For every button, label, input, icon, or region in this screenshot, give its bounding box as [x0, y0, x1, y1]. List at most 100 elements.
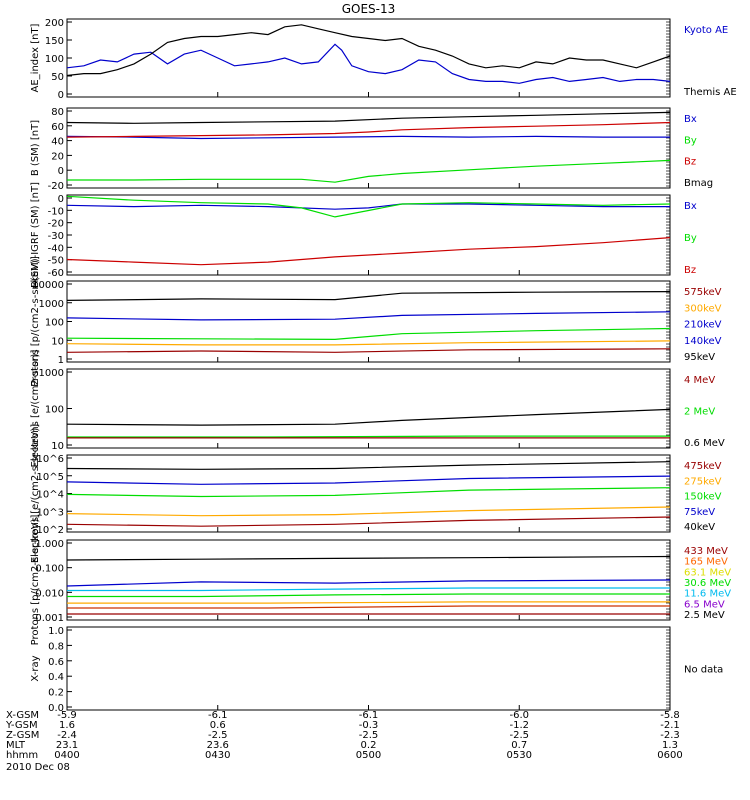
chart-title: GOES-13: [342, 2, 396, 16]
coord-value: -2.4: [57, 730, 77, 741]
legend-entry: 30.6 MeV: [684, 578, 731, 589]
panel-5: 1000 100 10 Electrons [e/(cm2-s-sr)] 4 MeV 2 …: [30, 349, 725, 467]
y-tick-label: -20: [48, 181, 64, 192]
coord-value: -2.1: [660, 720, 680, 731]
y-tick-label: -50: [48, 256, 64, 267]
series-line-475keV: [66, 516, 671, 527]
legend-entry: 11.6 MeV: [684, 589, 731, 600]
legend-entry: 300keV: [684, 303, 722, 314]
coord-value: 0500: [356, 750, 381, 761]
y-tick-label: -10: [48, 206, 64, 217]
legend-entry: By: [684, 135, 697, 146]
panel-4: 10000 1000 100 10 1 Protons [p/(cm2-s-sr-keV)…: [30, 256, 722, 387]
legend-entry: 2.5 MeV: [684, 610, 725, 621]
y-tick-label: 0: [58, 166, 64, 177]
y-axis-label: Protons [p/(cm2-s-sr-keV)]: [30, 256, 41, 387]
y-tick-label: 20: [51, 151, 64, 162]
legend-entry: 210keV: [684, 320, 722, 331]
y-tick-label: -60: [48, 268, 64, 279]
y-tick-label: 10^4: [37, 490, 64, 501]
series-line-210keV: [66, 311, 671, 321]
legend-entry: 75keV: [684, 507, 715, 518]
y-tick-label: 10^5: [37, 472, 64, 483]
coord-value: 23.1: [56, 740, 78, 751]
legend-entry: 40keV: [684, 522, 715, 533]
y-tick-label: 10^3: [37, 507, 64, 518]
legend-entry: Themis AE: [683, 87, 737, 98]
legend-entry: Bz: [684, 265, 696, 276]
series-line-Bmag: [66, 111, 671, 124]
series-line-75keV: [66, 475, 671, 485]
y-tick-label: 0: [58, 90, 64, 101]
y-tick-label: 100: [45, 54, 64, 65]
coord-row-name: Y-GSM: [5, 720, 38, 731]
series-line-Bx: [66, 135, 670, 140]
y-axis-label: Protons [p/(cm2-s-sr-keV)]: [30, 515, 41, 646]
legend-entry: Bz: [684, 157, 696, 168]
legend-entry: 2 MeV: [684, 407, 715, 418]
y-tick-label: 100: [45, 405, 64, 416]
y-tick-label: 10^2: [37, 525, 64, 536]
y-tick-label: 1: [58, 355, 64, 366]
series-line-40keV: [66, 461, 671, 470]
legend-entry: 95keV: [684, 352, 715, 363]
y-tick-label: 10: [51, 336, 64, 347]
panel-8: 1.0 0.8 0.6 0.4 0.2 0.0 X-ray No data: [30, 626, 723, 714]
y-axis-label: AE_index [nT]: [30, 23, 41, 92]
panel-frame: [66, 280, 671, 363]
legend-entry: Kyoto AE: [684, 25, 728, 36]
legend-entry: 6.5 MeV: [684, 599, 725, 610]
legend-entry: 165 MeV: [684, 557, 728, 568]
legend-entry: 575keV: [684, 287, 722, 298]
y-tick-label: 50: [51, 72, 64, 83]
series-line-150keV: [66, 487, 671, 498]
series-line-By: [67, 159, 671, 183]
y-tick-label: 1.0: [48, 626, 64, 637]
y-tick-label: 0.2: [48, 688, 64, 699]
coord-value: -2.5: [509, 730, 529, 741]
y-axis-label: X-ray: [30, 655, 41, 681]
coord-value: -0.3: [359, 720, 379, 731]
series-line-95keV: [66, 348, 671, 353]
coord-value: 0.7: [511, 740, 527, 751]
series-line-2.5-MeV: [66, 555, 671, 561]
y-tick-label: 1000: [39, 299, 64, 310]
y-tick-label: 1.000: [35, 539, 64, 550]
series-line-2-MeV: [67, 435, 670, 438]
coord-value: -5.9: [57, 710, 77, 721]
coord-value: -2.5: [359, 730, 379, 741]
coord-value: -5.8: [660, 710, 680, 721]
coord-row-name: X-GSM: [6, 710, 39, 721]
coord-value: 0.6: [210, 720, 226, 731]
y-tick-label: 0.4: [48, 672, 64, 683]
coord-value: -6.1: [359, 710, 379, 721]
y-tick-label: 80: [51, 107, 64, 118]
y-tick-label: 0.6: [48, 657, 64, 668]
coord-row-name: hhmm: [6, 750, 38, 761]
y-tick-label: 10: [51, 441, 64, 452]
series-line-140keV: [66, 327, 671, 341]
coord-row-name: Z-GSM: [6, 730, 39, 741]
legend-entry: Bmag: [684, 178, 713, 189]
legend-entry: 63.1 MeV: [684, 567, 731, 578]
y-tick-label: 10^6: [37, 454, 64, 465]
y-axis-label: B (SM) [nT]: [30, 120, 41, 176]
panel-3: 0-10-20-30-40-50-60B(SM)-IGRF (SM) [nT] B…: [30, 182, 697, 288]
legend-entry: Bx: [684, 201, 697, 212]
coord-value: -2.3: [660, 730, 680, 741]
coord-row-name: MLT: [6, 740, 26, 751]
legend-entry: By: [684, 233, 697, 244]
series-line-Bz: [66, 237, 671, 266]
legend-entry: 140keV: [684, 336, 722, 347]
series-line-6.5-MeV: [66, 579, 671, 587]
panel-frame: [66, 626, 671, 711]
series-line-Bz: [66, 121, 671, 138]
y-tick-label: 10000: [32, 280, 64, 291]
y-axis-label: Electrons [e/(cm2-s-sr)]: [30, 349, 41, 467]
series-line-Themis-AE: [66, 24, 671, 77]
y-axis-label: Electrons [e/(cm2-s-sr-keV)]: [30, 424, 41, 563]
date-label: 2010 Dec 08: [6, 762, 70, 773]
y-tick-label: 60: [51, 122, 64, 133]
series-line-11.6-MeV: [67, 587, 670, 592]
